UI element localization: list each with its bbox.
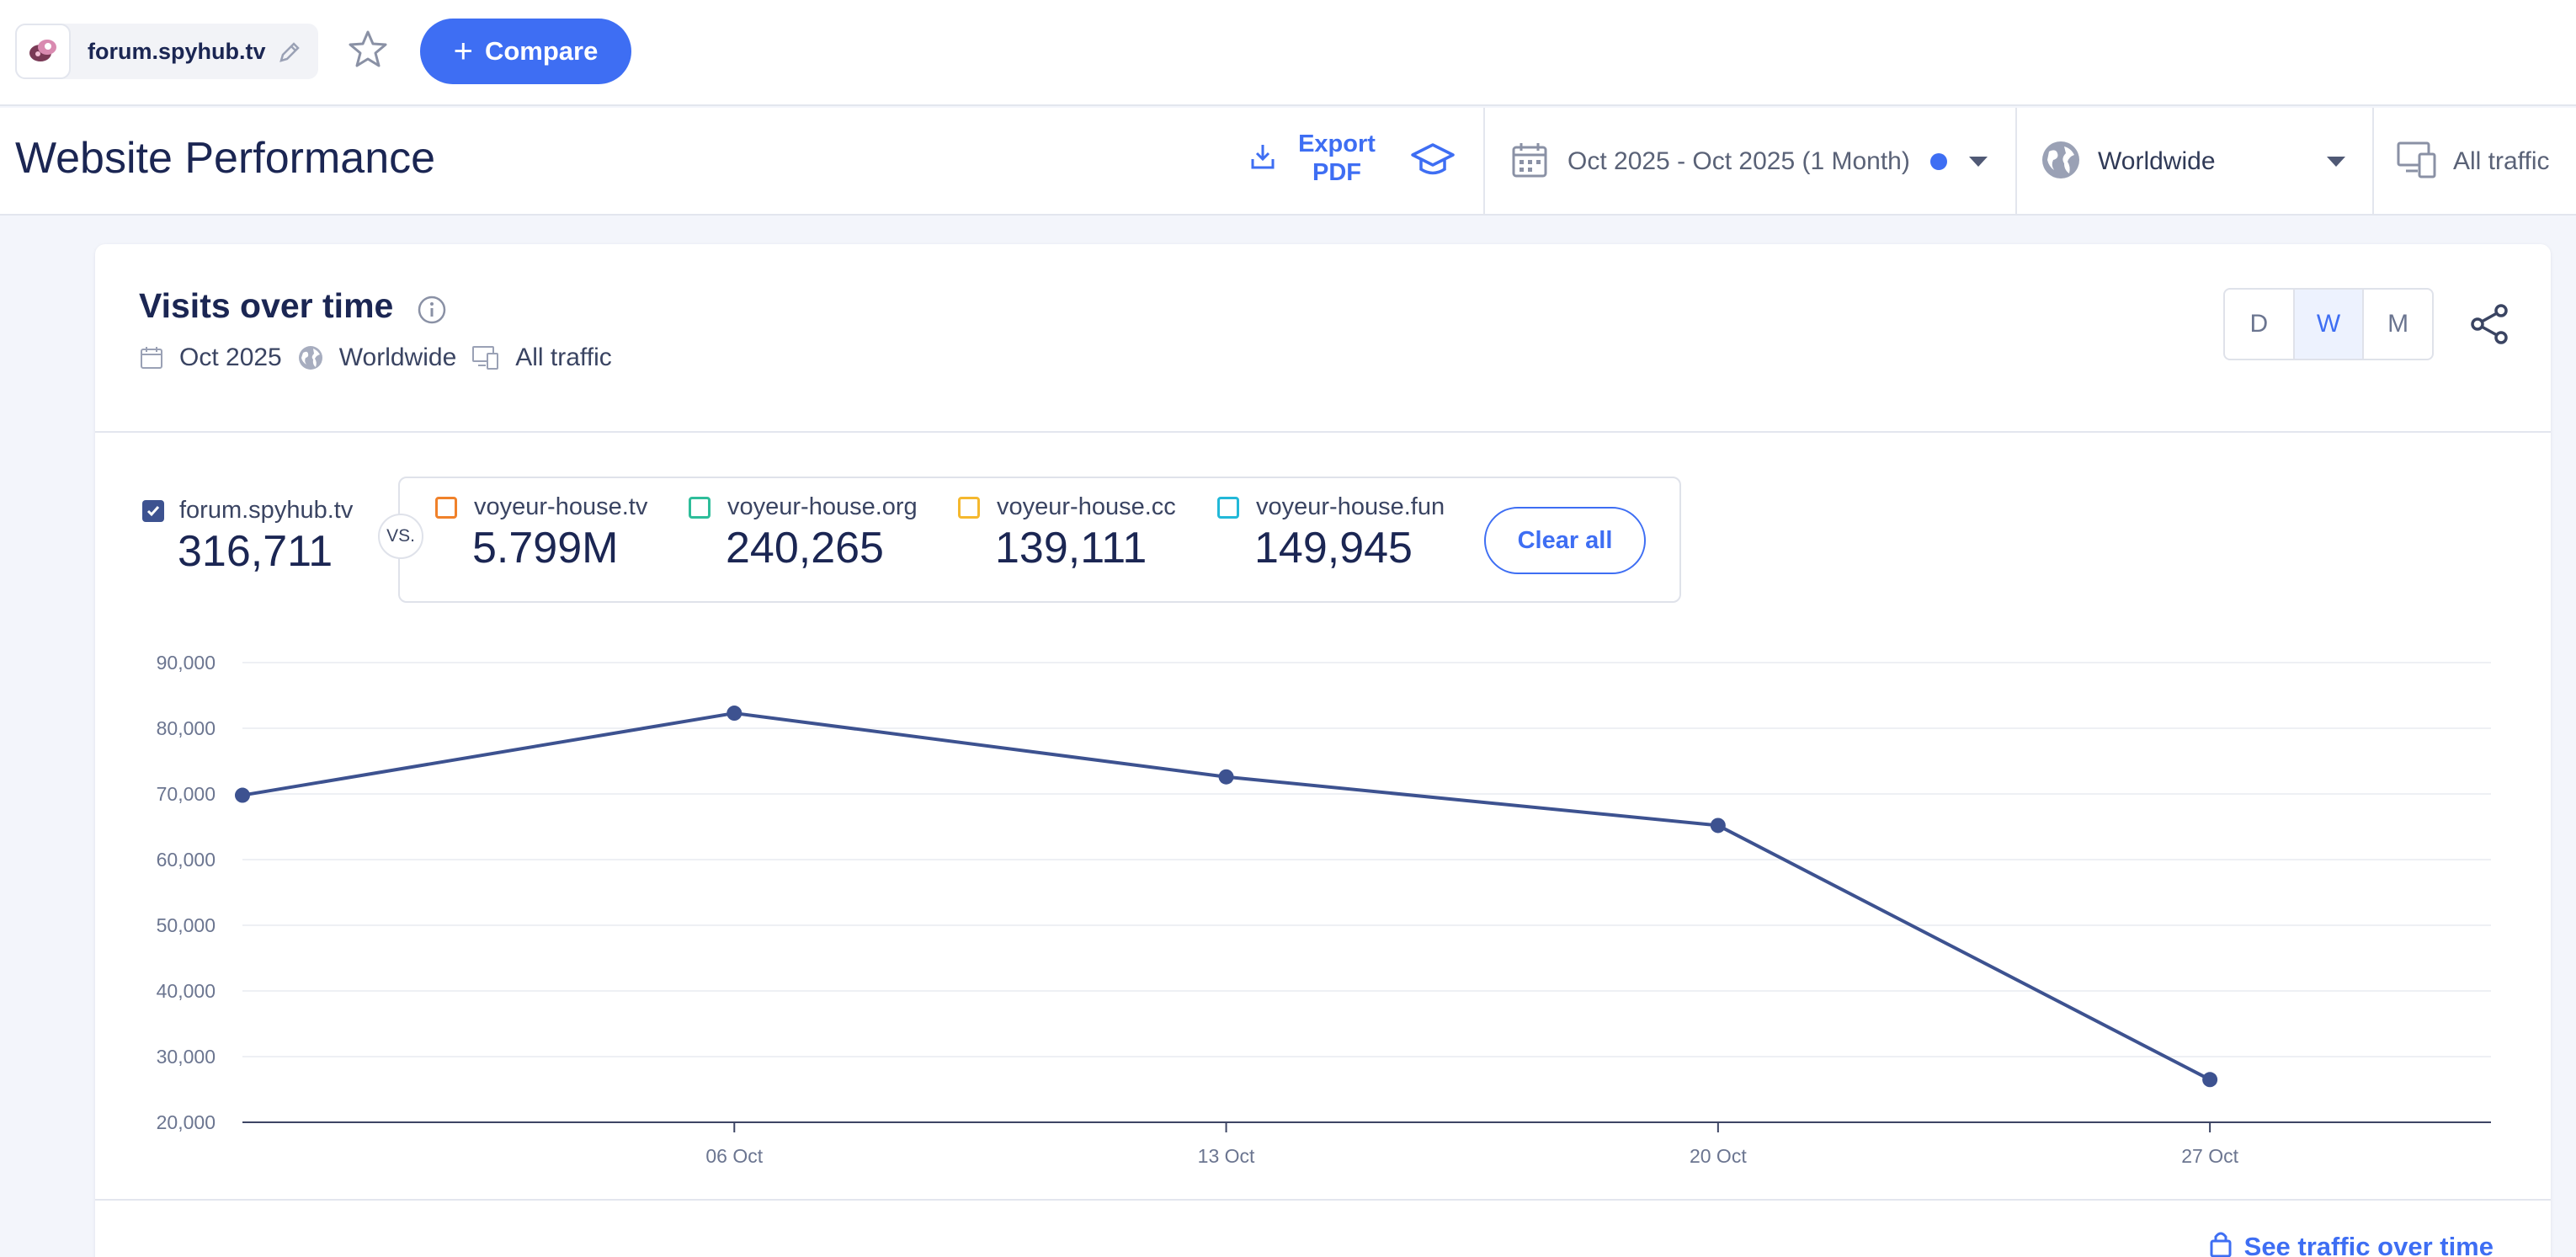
card-title: Visits over time xyxy=(139,286,394,325)
x-tick-label: 06 Oct xyxy=(705,1145,763,1167)
download-icon xyxy=(1249,142,1276,175)
y-tick-label: 60,000 xyxy=(157,849,216,871)
series-line xyxy=(242,711,2211,1082)
data-point xyxy=(726,706,742,722)
site-favicon-icon xyxy=(15,24,71,79)
x-tick-label: 13 Oct xyxy=(1198,1145,1255,1167)
x-tick-label: 27 Oct xyxy=(2181,1145,2238,1167)
header-separator xyxy=(2015,108,2017,216)
meta-geo: Worldwide xyxy=(338,344,457,371)
competitor-visits: 240,265 xyxy=(726,524,884,573)
y-tick-label: 80,000 xyxy=(157,717,216,739)
site-chip[interactable]: forum.spyhub.tv xyxy=(15,24,318,79)
devices-icon xyxy=(471,345,500,370)
competitor-visits: 149,945 xyxy=(1254,524,1413,573)
main-site-legend[interactable]: forum.spyhub.tv 316,711 xyxy=(142,497,353,577)
checkbox-unchecked-icon[interactable] xyxy=(958,496,980,519)
devices-icon xyxy=(2396,141,2438,184)
info-icon[interactable] xyxy=(417,295,447,329)
edit-pencil-icon[interactable] xyxy=(276,39,303,70)
page-title: Website Performance xyxy=(15,134,436,183)
calendar-icon xyxy=(139,345,164,370)
meta-traffic: All traffic xyxy=(515,344,612,371)
main-site-name: forum.spyhub.tv xyxy=(179,497,354,524)
x-tick-label: 20 Oct xyxy=(1690,1145,1747,1167)
date-status-dot xyxy=(1929,153,1947,170)
academy-graduation-cap-icon[interactable] xyxy=(1411,141,1455,183)
date-range-dropdown[interactable]: Oct 2025 - Oct 2025 (1 Month) xyxy=(1485,108,2015,216)
granularity-toggle: D W M xyxy=(2223,288,2434,360)
share-icon[interactable] xyxy=(2469,303,2511,349)
granularity-daily-button[interactable]: D xyxy=(2225,290,2295,359)
y-tick-label: 70,000 xyxy=(157,783,216,805)
export-label-line2: PDF xyxy=(1312,159,1361,186)
globe-icon xyxy=(297,344,324,371)
card-bottom-divider xyxy=(95,1199,2551,1201)
chevron-down-icon xyxy=(2327,157,2345,167)
data-point xyxy=(1218,769,1234,785)
y-tick-label: 50,000 xyxy=(157,914,216,936)
chevron-down-icon xyxy=(1968,157,1988,167)
see-traffic-over-time-link[interactable]: See traffic over time xyxy=(2209,1229,2494,1257)
plus-icon: + xyxy=(453,33,473,70)
header-separator xyxy=(2372,108,2374,216)
granularity-weekly-button[interactable]: W xyxy=(2294,290,2365,359)
top-bar: forum.spyhub.tv + Compare xyxy=(0,0,2576,106)
date-range-label: Oct 2025 - Oct 2025 (1 Month) xyxy=(1567,147,1910,175)
y-tick-label: 30,000 xyxy=(157,1046,216,1068)
competitors-box: voyeur-house.tv 5.799M voyeur-house.org … xyxy=(398,477,1681,603)
competitor-item[interactable]: voyeur-house.tv 5.799M xyxy=(435,493,647,573)
traffic-label: All traffic xyxy=(2453,147,2550,175)
competitor-name: voyeur-house.fun xyxy=(1256,493,1445,520)
checkbox-unchecked-icon[interactable] xyxy=(689,496,711,519)
competitor-visits: 5.799M xyxy=(472,524,619,573)
competitor-item[interactable]: voyeur-house.cc 139,111 xyxy=(958,493,1176,573)
visits-over-time-card: Visits over time Oct 2025 Worldwide All … xyxy=(95,244,2551,1257)
compare-button[interactable]: + Compare xyxy=(420,19,631,84)
competitor-name: voyeur-house.tv xyxy=(474,493,648,520)
data-point xyxy=(235,787,250,803)
main-site-visits: 316,711 xyxy=(178,527,333,576)
data-point xyxy=(1710,818,1726,834)
competitor-item[interactable]: voyeur-house.fun 149,945 xyxy=(1217,493,1445,573)
competitor-name: voyeur-house.cc xyxy=(997,493,1176,520)
granularity-monthly-button[interactable]: M xyxy=(2387,310,2409,338)
competitor-item[interactable]: voyeur-house.org 240,265 xyxy=(689,493,918,573)
export-label-line1: Export xyxy=(1298,130,1376,157)
globe-icon xyxy=(2041,140,2081,184)
vs-badge: VS. xyxy=(378,514,423,559)
header-separator xyxy=(1483,108,1485,216)
y-tick-label: 40,000 xyxy=(157,980,216,1002)
card-divider xyxy=(95,431,2551,433)
card-meta: Oct 2025 Worldwide All traffic xyxy=(139,344,627,372)
competitor-visits: 139,111 xyxy=(995,524,1147,573)
geo-dropdown[interactable]: Worldwide xyxy=(2017,108,2371,216)
data-point xyxy=(2202,1072,2218,1088)
header-bar: Website Performance Export PDF Oct 2025 … xyxy=(0,108,2576,216)
clear-all-button[interactable]: Clear all xyxy=(1484,507,1646,574)
compare-label: Compare xyxy=(484,36,599,66)
checkbox-checked-icon[interactable] xyxy=(142,499,164,522)
competitor-name: voyeur-house.org xyxy=(727,493,918,520)
site-name: forum.spyhub.tv xyxy=(88,38,266,64)
star-icon[interactable] xyxy=(347,29,389,75)
checkbox-unchecked-icon[interactable] xyxy=(1217,496,1239,519)
calendar-icon xyxy=(1510,141,1549,184)
export-pdf-button[interactable]: Export PDF xyxy=(1249,130,1379,187)
see-traffic-label: See traffic over time xyxy=(2243,1232,2494,1257)
checkbox-unchecked-icon[interactable] xyxy=(435,496,457,519)
traffic-dropdown[interactable]: All traffic xyxy=(2374,108,2576,216)
geo-label: Worldwide xyxy=(2098,147,2216,175)
y-tick-label: 20,000 xyxy=(157,1111,216,1133)
y-tick-label: 90,000 xyxy=(157,652,216,674)
visits-line-chart: 90,000 80,000 70,000 60,000 50,000 40,000 30,0… xyxy=(157,652,2491,1167)
lock-icon xyxy=(2209,1229,2233,1257)
meta-date: Oct 2025 xyxy=(179,344,282,371)
